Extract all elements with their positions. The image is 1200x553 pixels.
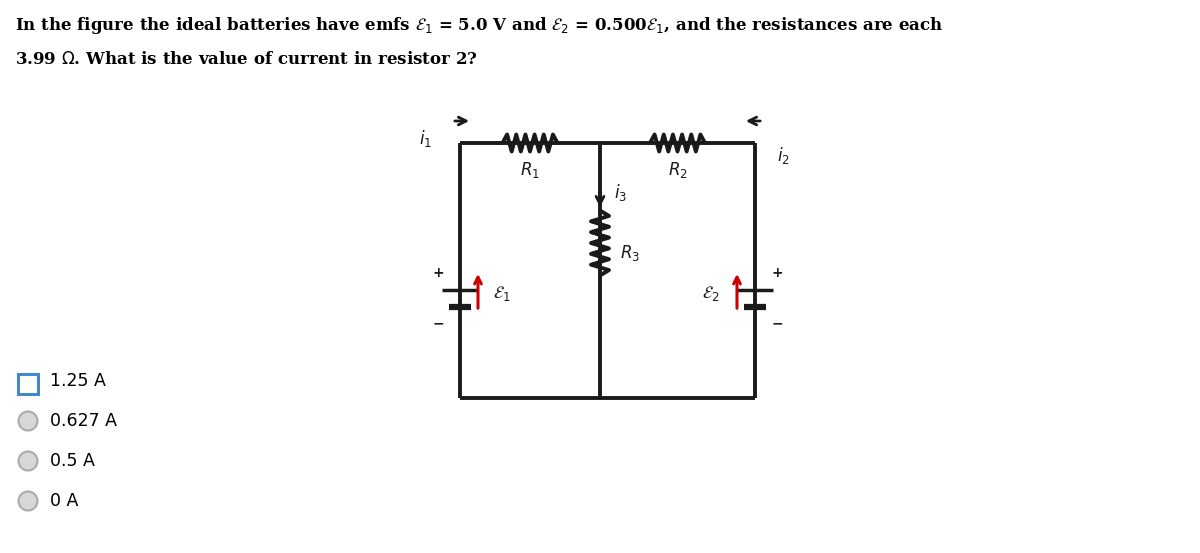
Text: 3.99 $\Omega$. What is the value of current in resistor 2?: 3.99 $\Omega$. What is the value of curr… <box>14 51 478 68</box>
Text: +: + <box>432 266 444 280</box>
Circle shape <box>18 492 37 510</box>
Text: $i_2$: $i_2$ <box>778 144 790 165</box>
Text: 0.627 A: 0.627 A <box>50 412 118 430</box>
Text: $\mathcal{E}_1$: $\mathcal{E}_1$ <box>493 284 511 302</box>
Circle shape <box>18 411 37 430</box>
Text: 1.25 A: 1.25 A <box>50 372 106 390</box>
Text: 0 A: 0 A <box>50 492 78 510</box>
Text: $R_2$: $R_2$ <box>667 160 688 180</box>
Text: $i_1$: $i_1$ <box>419 128 432 149</box>
Text: −: − <box>432 316 444 330</box>
Text: $R_3$: $R_3$ <box>620 243 640 263</box>
Text: $\mathcal{E}_2$: $\mathcal{E}_2$ <box>702 284 720 302</box>
Text: $R_1$: $R_1$ <box>520 160 540 180</box>
Text: −: − <box>772 316 782 330</box>
Text: 0.5 A: 0.5 A <box>50 452 95 470</box>
Bar <box>18 374 38 394</box>
Circle shape <box>18 451 37 471</box>
Text: +: + <box>772 266 782 280</box>
Text: $i_3$: $i_3$ <box>614 182 628 204</box>
Text: In the figure the ideal batteries have emfs $\mathcal{E}_1$ = 5.0 V and $\mathca: In the figure the ideal batteries have e… <box>14 15 943 36</box>
